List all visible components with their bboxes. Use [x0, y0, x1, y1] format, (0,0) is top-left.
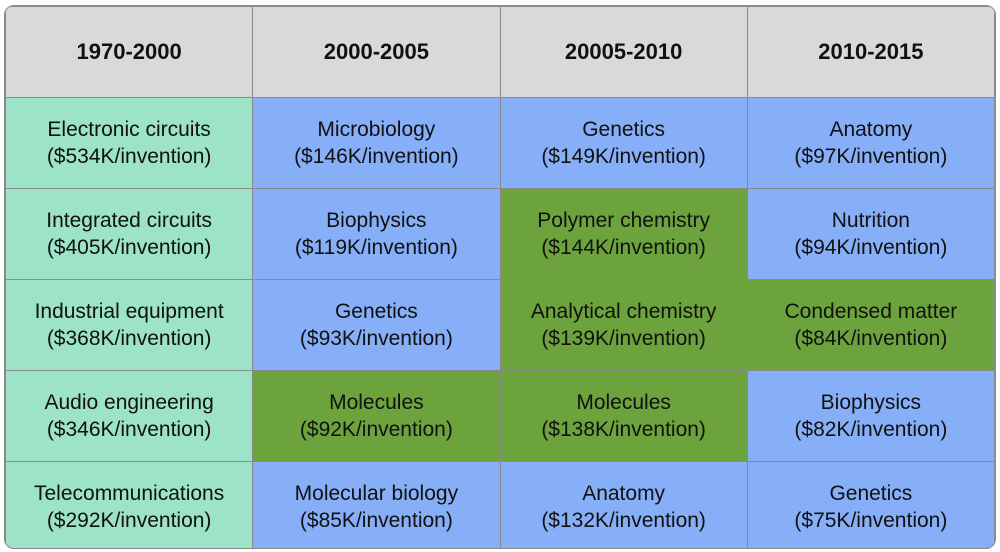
column-header: 2000-2005 [252, 6, 501, 98]
invention-value-table: 1970-2000 2000-2005 20005-2010 2010-2015… [5, 6, 995, 548]
field-name: Integrated circuits [46, 209, 212, 232]
table-cell: Biophysics ($82K/invention) [746, 370, 995, 462]
table-cell: Nutrition ($94K/invention) [746, 188, 995, 280]
table-cell: Anatomy ($132K/invention) [499, 461, 748, 548]
field-name: Genetics [582, 118, 666, 141]
field-name: Molecular biology [294, 482, 459, 505]
value-per-invention: ($132K/invention) [541, 509, 706, 532]
table-cell: Genetics ($149K/invention) [499, 97, 748, 189]
value-per-invention: ($119K/invention) [294, 236, 458, 259]
table-row: Telecommunications ($292K/invention) Molec… [5, 461, 995, 548]
data-table-container: 1970-2000 2000-2005 20005-2010 2010-2015… [4, 5, 996, 549]
table-header: 1970-2000 2000-2005 20005-2010 2010-2015 [5, 6, 995, 98]
table-row: Industrial equipment ($368K/invention) Gen… [5, 279, 995, 371]
value-per-invention: ($75K/invention) [794, 509, 948, 532]
field-name: Telecommunications [33, 482, 225, 505]
value-per-invention: ($94K/invention) [794, 236, 948, 259]
table-cell: Polymer chemistry ($144K/invention) [499, 188, 748, 280]
field-name: Biophysics [820, 391, 922, 414]
table-cell: Biophysics ($119K/invention) [252, 188, 501, 280]
table-cell: Telecommunications ($292K/invention) [5, 461, 254, 548]
field-name: Anatomy [582, 482, 666, 505]
field-name: Condensed matter [784, 300, 958, 323]
table-cell: Audio engineering ($346K/invention) [5, 370, 254, 462]
table-row: Integrated circuits ($405K/invention) Biop… [5, 188, 995, 280]
field-name: Anatomy [829, 118, 913, 141]
table-cell: Molecules ($138K/invention) [499, 370, 748, 462]
table-body: Electronic circuits ($534K/invention) Micr… [5, 97, 995, 548]
table-cell: Integrated circuits ($405K/invention) [5, 188, 254, 280]
table-row: Electronic circuits ($534K/invention) Micr… [5, 97, 995, 189]
value-per-invention: ($405K/invention) [46, 236, 212, 259]
value-per-invention: ($93K/invention) [299, 327, 453, 350]
value-per-invention: ($82K/invention) [794, 418, 948, 441]
table-cell: Condensed matter ($84K/invention) [746, 279, 995, 371]
value-per-invention: ($292K/invention) [46, 509, 212, 532]
value-per-invention: ($149K/invention) [541, 145, 706, 168]
value-per-invention: ($368K/invention) [46, 327, 212, 350]
table-cell: Industrial equipment ($368K/invention) [5, 279, 254, 371]
table-row: Audio engineering ($346K/invention) Molecu… [5, 370, 995, 462]
value-per-invention: ($92K/invention) [299, 418, 453, 441]
value-per-invention: ($85K/invention) [299, 509, 453, 532]
table-cell: Genetics ($93K/invention) [252, 279, 501, 371]
value-per-invention: ($146K/invention) [294, 145, 459, 168]
column-header: 2010-2015 [746, 6, 995, 98]
field-name: Industrial equipment [34, 300, 224, 323]
field-name: Audio engineering [44, 391, 214, 414]
value-per-invention: ($346K/invention) [46, 418, 212, 441]
value-per-invention: ($97K/invention) [794, 145, 948, 168]
value-per-invention: ($139K/invention) [541, 327, 706, 350]
value-per-invention: ($534K/invention) [46, 145, 212, 168]
value-per-invention: ($138K/invention) [541, 418, 706, 441]
table-cell: Genetics ($75K/invention) [746, 461, 995, 548]
field-name: Molecules [329, 391, 424, 414]
table-cell: Anatomy ($97K/invention) [746, 97, 995, 189]
table-cell: Analytical chemistry ($139K/invention) [499, 279, 748, 371]
column-header: 20005-2010 [499, 6, 748, 98]
field-name: Biophysics [326, 209, 427, 232]
table-cell: Microbiology ($146K/invention) [252, 97, 501, 189]
field-name: Electronic circuits [47, 118, 211, 141]
column-header: 1970-2000 [5, 6, 254, 98]
field-name: Molecules [576, 391, 671, 414]
table-cell: Electronic circuits ($534K/invention) [5, 97, 254, 189]
field-name: Analytical chemistry [530, 300, 717, 323]
field-name: Polymer chemistry [537, 209, 710, 232]
field-name: Nutrition [831, 209, 910, 232]
field-name: Genetics [829, 482, 913, 505]
header-row: 1970-2000 2000-2005 20005-2010 2010-2015 [5, 6, 995, 98]
field-name: Genetics [334, 300, 418, 323]
field-name: Microbiology [317, 118, 436, 141]
value-per-invention: ($144K/invention) [541, 236, 706, 259]
table-cell: Molecules ($92K/invention) [252, 370, 501, 462]
table-cell: Molecular biology ($85K/invention) [252, 461, 501, 548]
value-per-invention: ($84K/invention) [794, 327, 948, 350]
